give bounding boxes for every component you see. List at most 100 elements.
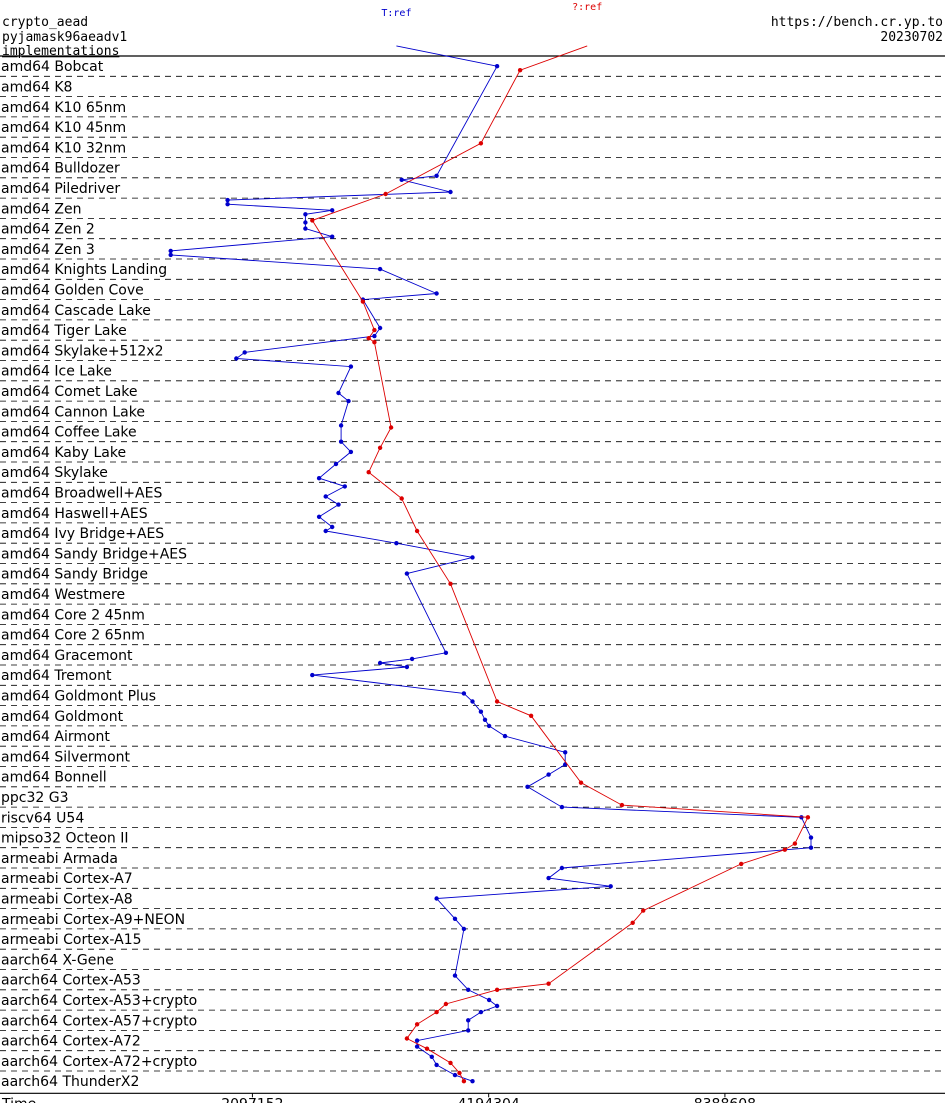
x-tick-label: 8388608 xyxy=(694,1096,756,1103)
category-label: riscv64 U54 xyxy=(1,810,84,826)
category-label: amd64 Cascade Lake xyxy=(1,303,151,319)
category-label: amd64 Westmere xyxy=(1,587,125,603)
data-point xyxy=(457,1070,462,1076)
data-point xyxy=(478,141,484,146)
category-label: amd64 Core 2 65nm xyxy=(1,628,145,644)
data-point xyxy=(333,461,339,467)
data-point xyxy=(429,1054,434,1060)
data-point xyxy=(377,325,383,331)
category-label: amd64 K10 45nm xyxy=(1,120,126,136)
data-point xyxy=(234,356,239,361)
data-point xyxy=(414,1022,420,1027)
data-point xyxy=(330,524,335,530)
category-rows: amd64 Bobcat amd64 K8 amd64 K10 65nm amd64 … xyxy=(0,55,945,1090)
x-tick-label: 4194304 xyxy=(457,1096,519,1103)
data-point xyxy=(494,987,500,992)
data-point xyxy=(336,502,341,507)
data-point xyxy=(434,173,439,178)
category-label: amd64 Piledriver xyxy=(1,181,120,197)
data-point xyxy=(404,664,410,670)
category-label: armeabi Cortex-A7 xyxy=(1,871,133,887)
data-point xyxy=(452,1072,458,1078)
data-point xyxy=(528,713,534,718)
data-point xyxy=(434,1062,439,1068)
data-point xyxy=(303,226,308,231)
data-point xyxy=(792,841,798,846)
data-point xyxy=(225,197,230,203)
data-point xyxy=(409,656,415,662)
data-point xyxy=(494,63,500,69)
category-label: amd64 Sandy Bridge xyxy=(1,567,148,583)
data-point xyxy=(546,875,551,881)
data-point xyxy=(414,1044,420,1049)
data-point xyxy=(452,916,458,921)
data-point xyxy=(502,733,508,739)
category-label: armeabi Armada xyxy=(1,851,118,867)
category-label: armeabi Cortex-A8 xyxy=(1,891,133,907)
data-point xyxy=(377,660,383,666)
data-point xyxy=(470,555,475,560)
data-point xyxy=(546,981,551,986)
category-label: aarch64 ThunderX2 xyxy=(1,1074,139,1090)
data-point xyxy=(242,350,247,355)
category-label: aarch64 Cortex-A72 xyxy=(1,1034,141,1050)
data-point xyxy=(404,571,410,576)
data-point xyxy=(348,364,354,369)
data-point xyxy=(346,398,351,404)
data-point xyxy=(470,699,475,704)
category-label: amd64 Core 2 45nm xyxy=(1,607,145,623)
data-point xyxy=(225,202,230,207)
data-point xyxy=(360,299,366,304)
header-date: 20230702 xyxy=(880,30,943,45)
data-point xyxy=(448,189,453,195)
category-label: amd64 Haswell+AES xyxy=(1,506,148,522)
data-point xyxy=(366,470,371,475)
data-point xyxy=(461,926,467,932)
category-label: amd64 Ivy Bridge+AES xyxy=(1,526,164,542)
series-qref: ?:ref xyxy=(310,2,811,1084)
data-point xyxy=(399,177,404,182)
data-point xyxy=(310,672,315,678)
data-point xyxy=(739,861,744,867)
category-label: amd64 Ice Lake xyxy=(1,364,112,380)
data-point xyxy=(466,1028,471,1033)
data-point xyxy=(168,252,173,258)
series-tref: T:ref xyxy=(168,8,814,1084)
data-point xyxy=(443,650,449,655)
data-point xyxy=(366,336,371,341)
data-point xyxy=(546,772,551,777)
data-point xyxy=(608,884,613,889)
data-point xyxy=(478,709,484,714)
category-label: amd64 Coffee Lake xyxy=(1,425,137,441)
data-point xyxy=(434,1009,439,1015)
x-axis-label: Time xyxy=(1,1096,36,1103)
category-label: amd64 Goldmont xyxy=(1,709,124,725)
header: crypto_aead pyjamask96aeadv1 implementat… xyxy=(2,15,943,59)
category-label: amd64 Kaby Lake xyxy=(1,445,126,461)
category-label: amd64 Airmont xyxy=(1,729,110,745)
header-line-2: pyjamask96aeadv1 xyxy=(2,30,127,45)
category-label: amd64 K8 xyxy=(1,79,72,95)
category-label: armeabi Cortex-A9+NEON xyxy=(1,912,185,928)
data-point xyxy=(466,987,471,992)
category-label: ppc32 G3 xyxy=(1,790,69,806)
category-label: amd64 K10 32nm xyxy=(1,140,126,156)
category-label: amd64 Zen 2 xyxy=(1,222,95,238)
data-point xyxy=(303,220,308,225)
data-point xyxy=(372,340,377,345)
category-label: amd64 Comet Lake xyxy=(1,384,138,400)
data-point xyxy=(494,1003,500,1009)
category-label: aarch64 Cortex-A53+crypto xyxy=(1,993,197,1009)
category-label: amd64 Broadwell+AES xyxy=(1,485,162,501)
category-label: amd64 Bulldozer xyxy=(1,161,120,177)
data-point xyxy=(348,449,354,455)
category-label: amd64 Silvermont xyxy=(1,749,131,765)
category-label: amd64 Zen xyxy=(1,201,81,217)
data-point xyxy=(434,291,439,296)
header-url: https://bench.cr.yp.to xyxy=(771,15,943,30)
category-label: aarch64 X-Gene xyxy=(1,952,114,968)
category-label: amd64 Bonnell xyxy=(1,770,107,786)
data-point xyxy=(782,847,787,852)
data-point xyxy=(394,541,399,546)
